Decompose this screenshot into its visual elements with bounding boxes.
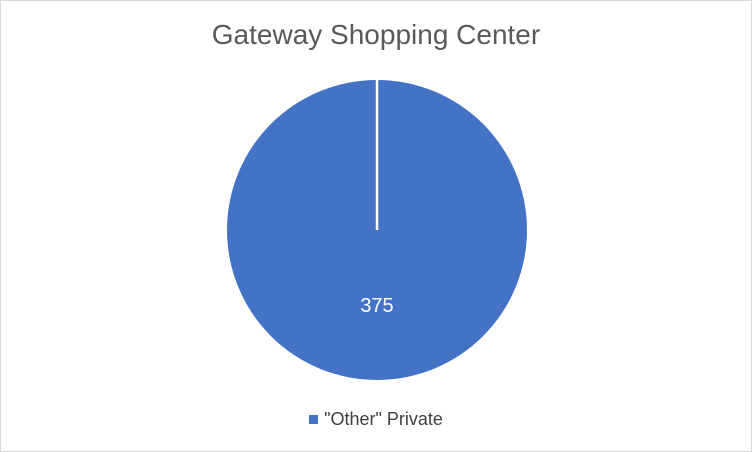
- legend-label: "Other" Private: [324, 409, 443, 429]
- legend-swatch: [309, 415, 319, 424]
- chart-title: Gateway Shopping Center: [211, 19, 541, 50]
- legend: "Other" Private: [1, 409, 751, 430]
- data-label: 375: [360, 295, 393, 317]
